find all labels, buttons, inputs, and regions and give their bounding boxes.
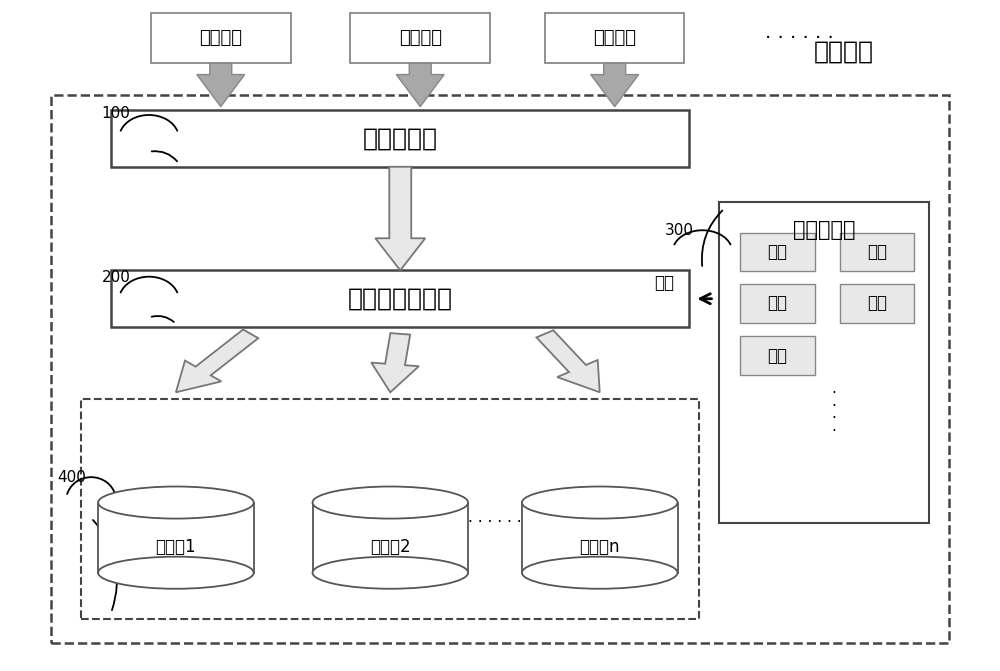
Bar xyxy=(719,202,929,523)
Bar xyxy=(81,399,699,619)
Text: 数据库1: 数据库1 xyxy=(156,538,196,556)
Ellipse shape xyxy=(313,557,468,588)
Text: 300: 300 xyxy=(665,223,694,238)
Text: 卡券业务: 卡券业务 xyxy=(593,29,636,47)
Text: · · · · · ·: · · · · · · xyxy=(765,29,834,48)
Ellipse shape xyxy=(522,486,678,519)
Text: 解冻: 解冻 xyxy=(867,295,887,313)
Text: 账务系统: 账务系统 xyxy=(814,40,874,64)
Polygon shape xyxy=(197,63,245,107)
Polygon shape xyxy=(522,503,678,573)
Ellipse shape xyxy=(98,486,254,519)
Text: 取出: 取出 xyxy=(767,243,787,261)
Polygon shape xyxy=(313,503,468,573)
Polygon shape xyxy=(536,330,600,393)
Bar xyxy=(151,13,291,63)
Text: 理财业务: 理财业务 xyxy=(399,29,442,47)
Bar xyxy=(740,284,815,323)
Bar xyxy=(740,336,815,375)
Text: · · · · · ·: · · · · · · xyxy=(468,515,522,530)
Ellipse shape xyxy=(313,486,468,519)
Polygon shape xyxy=(396,63,444,107)
Bar xyxy=(111,270,689,327)
Ellipse shape xyxy=(98,557,254,588)
Polygon shape xyxy=(98,503,254,573)
Polygon shape xyxy=(176,329,258,393)
Bar xyxy=(51,95,949,643)
Text: 调用: 调用 xyxy=(655,274,675,293)
Bar xyxy=(111,110,689,167)
Bar xyxy=(840,284,914,323)
Bar xyxy=(545,13,684,63)
Bar xyxy=(350,13,490,63)
Bar xyxy=(740,233,815,271)
Polygon shape xyxy=(591,63,639,107)
Text: 400: 400 xyxy=(57,470,86,485)
Text: 数据库n: 数据库n xyxy=(579,538,620,556)
Text: 200: 200 xyxy=(102,270,131,285)
Text: 查询: 查询 xyxy=(767,346,787,364)
Text: 冻结: 冻结 xyxy=(767,295,787,313)
Text: 存款业务: 存款业务 xyxy=(199,29,242,47)
Polygon shape xyxy=(371,333,419,393)
Text: ·
·
·
·: · · · · xyxy=(832,386,837,439)
Polygon shape xyxy=(375,167,425,270)
Text: 业务数据路由层: 业务数据路由层 xyxy=(348,287,453,311)
Text: 100: 100 xyxy=(102,106,131,121)
Text: 数据库2: 数据库2 xyxy=(370,538,411,556)
Ellipse shape xyxy=(522,557,678,588)
Text: 通用指令库: 通用指令库 xyxy=(793,220,855,240)
Bar xyxy=(840,233,914,271)
Text: 存入: 存入 xyxy=(867,243,887,261)
Text: 业务接口层: 业务接口层 xyxy=(363,126,438,150)
